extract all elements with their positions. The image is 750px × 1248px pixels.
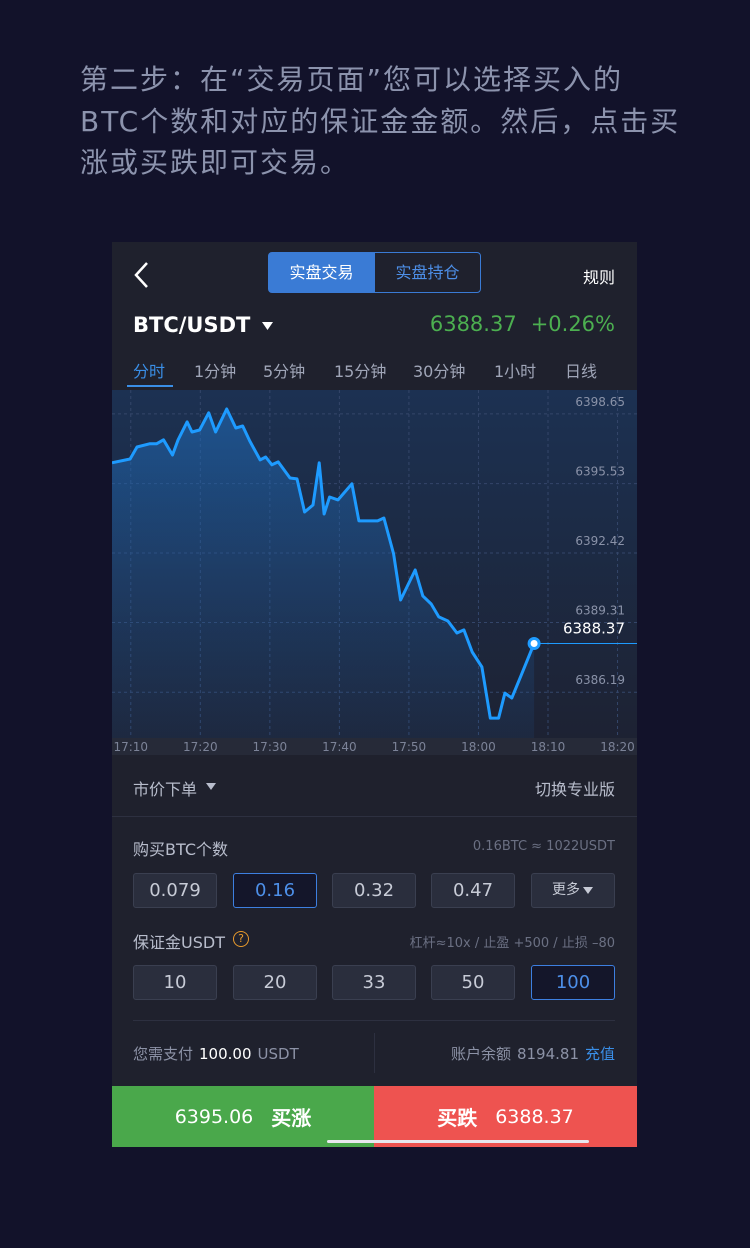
margin-option[interactable]: 100 (531, 965, 615, 1000)
axis-strip (112, 738, 637, 755)
payment-row: 您需支付 100.00 USDT (133, 1043, 299, 1064)
tab-underline (127, 385, 173, 387)
tab-positions[interactable]: 实盘持仓 (374, 252, 481, 293)
separator (112, 816, 637, 817)
back-button[interactable] (132, 260, 152, 290)
period-tab[interactable]: 5分钟 (263, 362, 306, 381)
help-icon[interactable]: ? (233, 931, 249, 947)
price-change: +0.26% (530, 312, 615, 336)
divider (374, 1033, 375, 1073)
quantity-label: 购买BTC个数 (133, 840, 228, 859)
quantity-option[interactable]: 0.079 (133, 873, 217, 908)
buy-down-price: 6388.37 (495, 1105, 574, 1128)
separator (133, 1020, 615, 1021)
y-tick-label: 6395.53 (575, 465, 625, 479)
pay-amount: 100.00 (199, 1045, 252, 1063)
buy-down-button[interactable]: 买跌 6388.37 (374, 1086, 637, 1147)
balance: 8194.81 (516, 1045, 579, 1063)
price-area (112, 409, 535, 738)
balance-row: 账户余额 8194.81 充值 (451, 1043, 615, 1064)
x-tick-label: 17:50 (392, 740, 427, 754)
quantity-hint: 0.16BTC ≈ 1022USDT (472, 839, 615, 854)
y-tick-label: 6389.31 (575, 604, 625, 618)
buy-up-price: 6395.06 (174, 1105, 254, 1128)
margin-label: 保证金USDT (133, 933, 225, 952)
period-tab[interactable]: 15分钟 (334, 362, 387, 381)
period-tab[interactable]: 1小时 (494, 362, 537, 381)
intro-line: 第二步：在“交易页面”您可以选择买入的 (80, 63, 624, 96)
y-tick-label: 6398.65 (575, 395, 625, 409)
price-line (112, 407, 536, 720)
x-tick-label: 18:20 (600, 740, 635, 754)
more-button[interactable]: 更多 (531, 873, 615, 908)
x-tick-label: 17:40 (322, 740, 357, 754)
last-price: 6388.37 (429, 312, 517, 336)
margin-option[interactable]: 10 (133, 965, 217, 1000)
margin-hint: 杠杆≈10x / 止盈 +500 / 止损 –80 (409, 936, 615, 951)
period-tab[interactable]: 分时 (133, 362, 166, 381)
margin-option[interactable]: 20 (233, 965, 317, 1000)
dropdown-arrow (206, 783, 216, 790)
period-tab[interactable]: 1分钟 (194, 362, 237, 381)
x-tick-label: 17:20 (183, 740, 218, 754)
y-tick-label: 6392.42 (575, 534, 625, 548)
tab-live-trade[interactable]: 实盘交易 (268, 252, 375, 293)
pro-switch[interactable]: 切换专业版 (534, 780, 615, 799)
intro-line: BTC个数和对应的保证金金额。然后，点击买 (80, 105, 681, 138)
quantity-option[interactable]: 0.47 (431, 873, 515, 908)
rules-link[interactable]: 规则 (582, 268, 615, 287)
buy-up-button[interactable]: 6395.06 买涨 (112, 1086, 374, 1147)
margin-option[interactable]: 33 (332, 965, 416, 1000)
dropdown-arrow (583, 887, 593, 894)
x-tick-label: 17:30 (253, 740, 288, 754)
phone-screen: 实盘交易 实盘持仓 规则 BTC/USDT 6388.37 +0.26% 分时 … (112, 242, 637, 1147)
balance-label: 账户余额 (450, 1045, 511, 1063)
x-tick-label: 18:00 (461, 740, 496, 754)
price-chart: 6386.19 6389.31 6392.42 6395.53 6398.65 17:10… (112, 390, 637, 755)
margin-option[interactable]: 50 (431, 965, 515, 1000)
home-indicator (327, 1140, 589, 1143)
dropdown-arrow (262, 322, 273, 330)
quantity-option[interactable]: 0.32 (332, 873, 416, 908)
buy-down-label: 买跌 (437, 1106, 478, 1130)
last-point (527, 637, 541, 651)
ticker-quote: 6388.37 +0.26% (430, 312, 615, 336)
pay-unit: USDT (257, 1045, 299, 1063)
buy-up-label: 买涨 (271, 1106, 312, 1130)
pay-label: 您需支付 (133, 1045, 194, 1063)
order-type[interactable]: 市价下单 (133, 780, 198, 799)
last-price-label: 6388.37 (563, 620, 625, 638)
recharge-link[interactable]: 充值 (584, 1045, 615, 1063)
x-tick-label: 17:10 (113, 740, 148, 754)
quantity-option[interactable]: 0.16 (233, 873, 317, 908)
pair[interactable]: BTC/USDT (133, 313, 251, 337)
y-tick-label: 6386.19 (575, 673, 625, 687)
x-tick-label: 18:10 (531, 740, 566, 754)
period-tab[interactable]: 日线 (565, 362, 598, 381)
intro-line: 涨或买跌即可交易。 (80, 146, 351, 179)
period-tab[interactable]: 30分钟 (413, 362, 466, 381)
